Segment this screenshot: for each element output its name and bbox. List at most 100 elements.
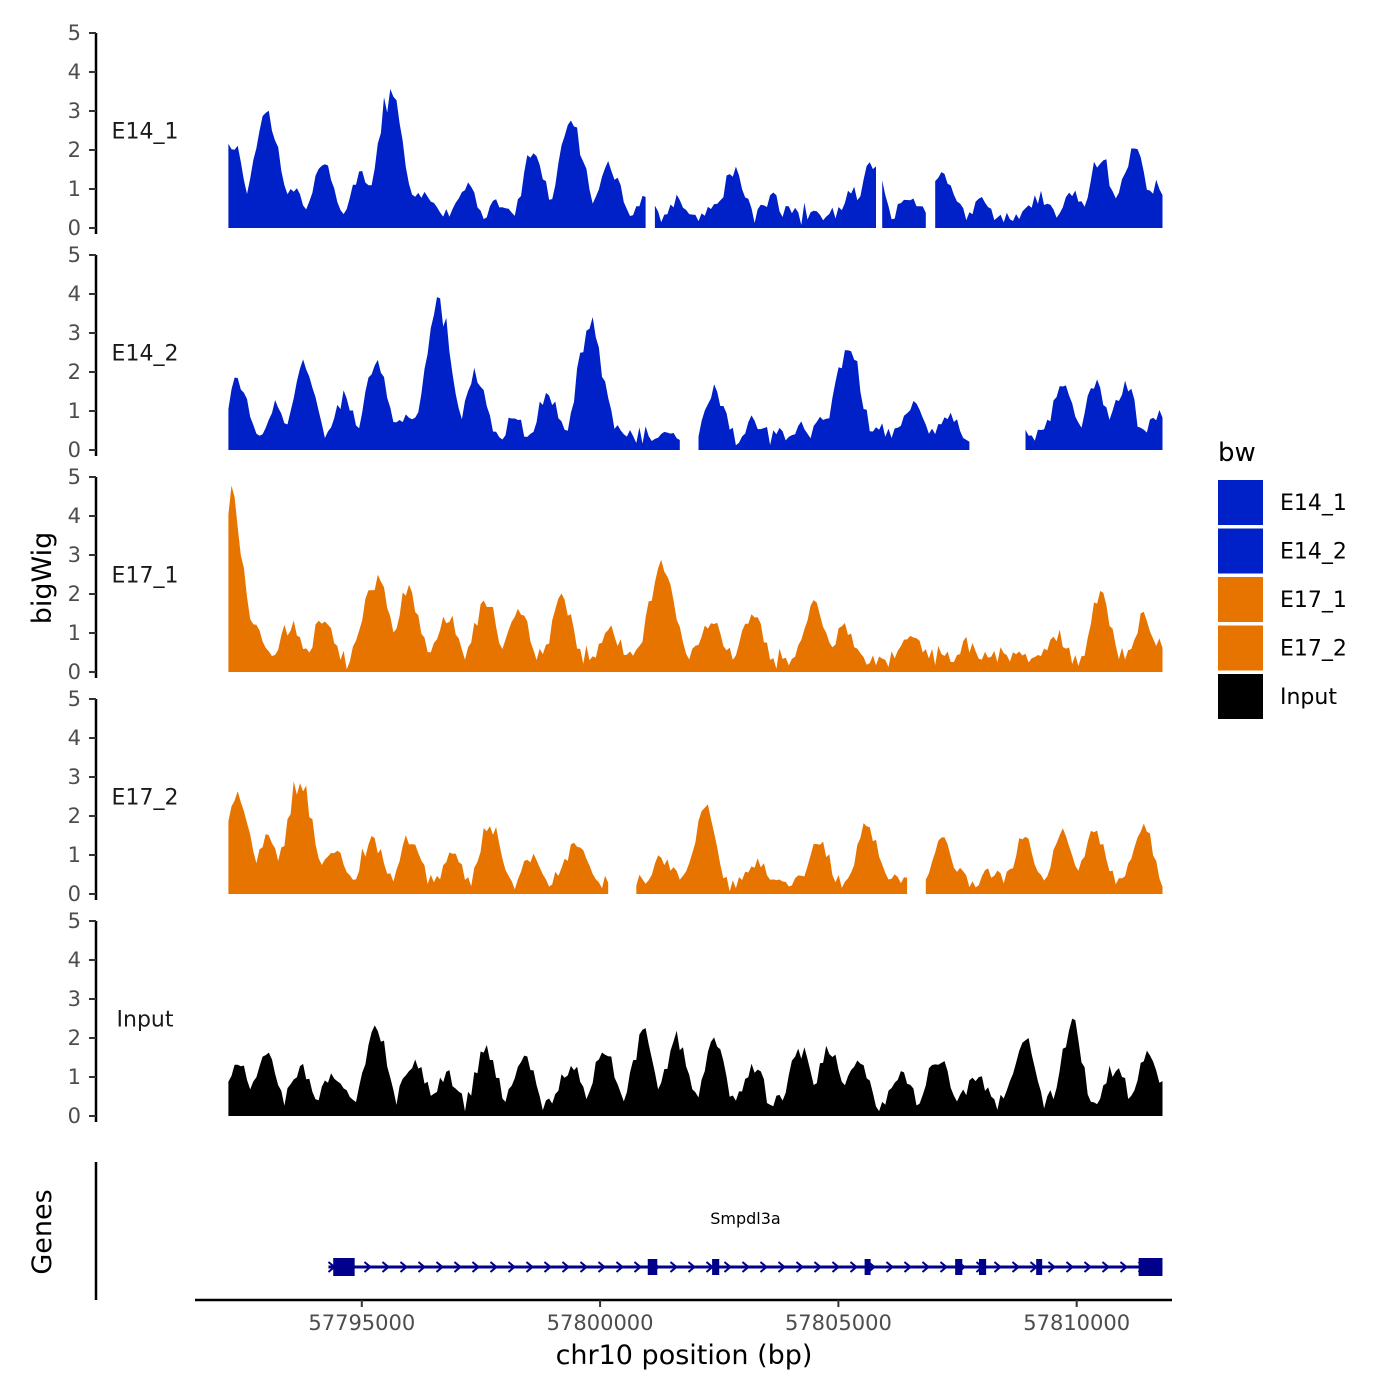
y-tick-label: 1 xyxy=(68,843,81,867)
y-tick-label: 3 xyxy=(68,987,81,1011)
track-label: E14_1 xyxy=(112,120,179,145)
coverage-area-E14_1 xyxy=(882,180,926,228)
y-axis-title: bigWig xyxy=(27,532,58,625)
coverage-tracks: 0 1 2 3 4 5 E14_1 0 1 2 3 4 5 E14_2 0 1 2 3 4 5 E17_1 0 1 2 3 4 5 E… xyxy=(68,21,1163,1128)
strand-arrow xyxy=(471,1261,481,1273)
legend-item-E17_1: E17_1 xyxy=(1218,577,1347,622)
y-tick-label: 0 xyxy=(68,882,81,906)
strand-arrow xyxy=(1047,1261,1057,1273)
y-tick-label: 4 xyxy=(68,948,81,972)
coverage-area-E14_2 xyxy=(228,297,680,450)
legend-label: E17_1 xyxy=(1280,588,1347,613)
y-tick-label: 2 xyxy=(68,138,81,162)
legend-item-E14_2: E14_2 xyxy=(1218,528,1347,574)
coverage-area-E14_2 xyxy=(1025,379,1163,450)
legend: bw E14_1 E14_2 E17_1 E17_2 Input xyxy=(1218,438,1347,719)
strand-arrow xyxy=(381,1261,391,1273)
legend-items: E14_1 E14_2 E17_1 E17_2 Input xyxy=(1218,480,1347,719)
coverage-area-E17_1 xyxy=(228,485,1163,672)
track-label: E17_2 xyxy=(112,786,179,811)
strand-arrow xyxy=(1065,1261,1075,1273)
strand-arrow xyxy=(615,1261,625,1273)
coverage-area-E14_2 xyxy=(698,350,970,450)
y-tick-label: 5 xyxy=(68,909,81,933)
y-tick-label: 1 xyxy=(68,399,81,423)
strand-arrow xyxy=(543,1261,553,1273)
y-tick-label: 4 xyxy=(68,726,81,750)
coverage-area-Input xyxy=(228,1018,1163,1116)
legend-swatch xyxy=(1218,528,1263,574)
y-tick-label: 0 xyxy=(68,1104,81,1128)
strand-arrow xyxy=(759,1261,769,1273)
strand-arrow xyxy=(561,1261,571,1273)
legend-swatch xyxy=(1218,674,1263,719)
coverage-area-E14_1 xyxy=(935,148,1163,228)
y-tick-label: 3 xyxy=(68,543,81,567)
strand-arrow xyxy=(903,1261,913,1273)
y-tick-label: 4 xyxy=(68,504,81,528)
strand-arrow xyxy=(579,1261,589,1273)
strand-arrow xyxy=(921,1261,931,1273)
x-axis-ticks: 57795000 57800000 57805000 57810000 xyxy=(308,1300,1130,1335)
y-tick-label: 4 xyxy=(68,282,81,306)
strand-arrow xyxy=(399,1261,409,1273)
strand-arrow xyxy=(813,1261,823,1273)
strand-arrow xyxy=(777,1261,787,1273)
y-tick-label: 5 xyxy=(68,243,81,267)
gene-name: Smpdl3a xyxy=(710,1209,780,1228)
strand-arrow xyxy=(363,1261,373,1273)
legend-title: bw xyxy=(1218,438,1256,468)
strand-arrow xyxy=(1011,1261,1021,1273)
coverage-area-E17_2 xyxy=(636,804,908,894)
track-Input: 0 1 2 3 4 5 Input xyxy=(68,909,1163,1128)
x-axis-title: chr10 position (bp) xyxy=(556,1340,813,1371)
x-tick-label: 57800000 xyxy=(547,1311,654,1335)
strand-arrow xyxy=(633,1261,643,1273)
gene-exon xyxy=(864,1259,871,1275)
strand-arrow xyxy=(939,1261,949,1273)
legend-swatch xyxy=(1218,480,1263,525)
x-axis: 57795000 57800000 57805000 57810000 chr10 p… xyxy=(195,1298,1172,1371)
legend-swatch xyxy=(1218,577,1263,622)
strand-arrow xyxy=(435,1261,445,1273)
strand-arrow xyxy=(1083,1261,1093,1273)
legend-swatch xyxy=(1218,625,1263,671)
gene-exon xyxy=(333,1258,355,1276)
coverage-area-E14_1 xyxy=(654,162,876,228)
x-tick-label: 57795000 xyxy=(308,1311,415,1335)
strand-arrow xyxy=(525,1261,535,1273)
legend-item-E14_1: E14_1 xyxy=(1218,480,1347,525)
track-label: E14_2 xyxy=(112,342,179,367)
legend-item-E17_2: E17_2 xyxy=(1218,625,1347,671)
gene-exon xyxy=(647,1259,658,1275)
track-E17_2: 0 1 2 3 4 5 E17_2 xyxy=(68,687,1163,906)
gene-exon xyxy=(1138,1258,1163,1276)
strand-arrow xyxy=(723,1261,733,1273)
gene-layer: Smpdl3a xyxy=(327,1209,1163,1276)
y-tick-label: 1 xyxy=(68,1065,81,1089)
x-tick-label: 57810000 xyxy=(1023,1311,1130,1335)
strand-arrow xyxy=(885,1261,895,1273)
strand-arrow xyxy=(417,1261,427,1273)
y-tick-label: 2 xyxy=(68,360,81,384)
gene-track-title: Genes xyxy=(27,1189,58,1274)
strand-arrow xyxy=(669,1261,679,1273)
strand-arrow xyxy=(831,1261,841,1273)
gene-exon xyxy=(712,1259,720,1275)
gene-exon xyxy=(955,1259,963,1275)
y-tick-label: 3 xyxy=(68,765,81,789)
strand-arrow xyxy=(1119,1261,1129,1273)
y-tick-label: 5 xyxy=(68,687,81,711)
track-label: Input xyxy=(117,1008,174,1033)
strand-arrow xyxy=(489,1261,499,1273)
strand-arrow xyxy=(597,1261,607,1273)
coverage-area-E14_1 xyxy=(228,89,646,228)
strand-arrow xyxy=(993,1261,1003,1273)
gene-exon xyxy=(978,1259,987,1275)
legend-label: E14_1 xyxy=(1280,491,1347,516)
y-tick-label: 2 xyxy=(68,804,81,828)
x-tick-label: 57805000 xyxy=(785,1311,892,1335)
legend-label: E14_2 xyxy=(1280,540,1347,565)
y-tick-label: 2 xyxy=(68,1026,81,1050)
